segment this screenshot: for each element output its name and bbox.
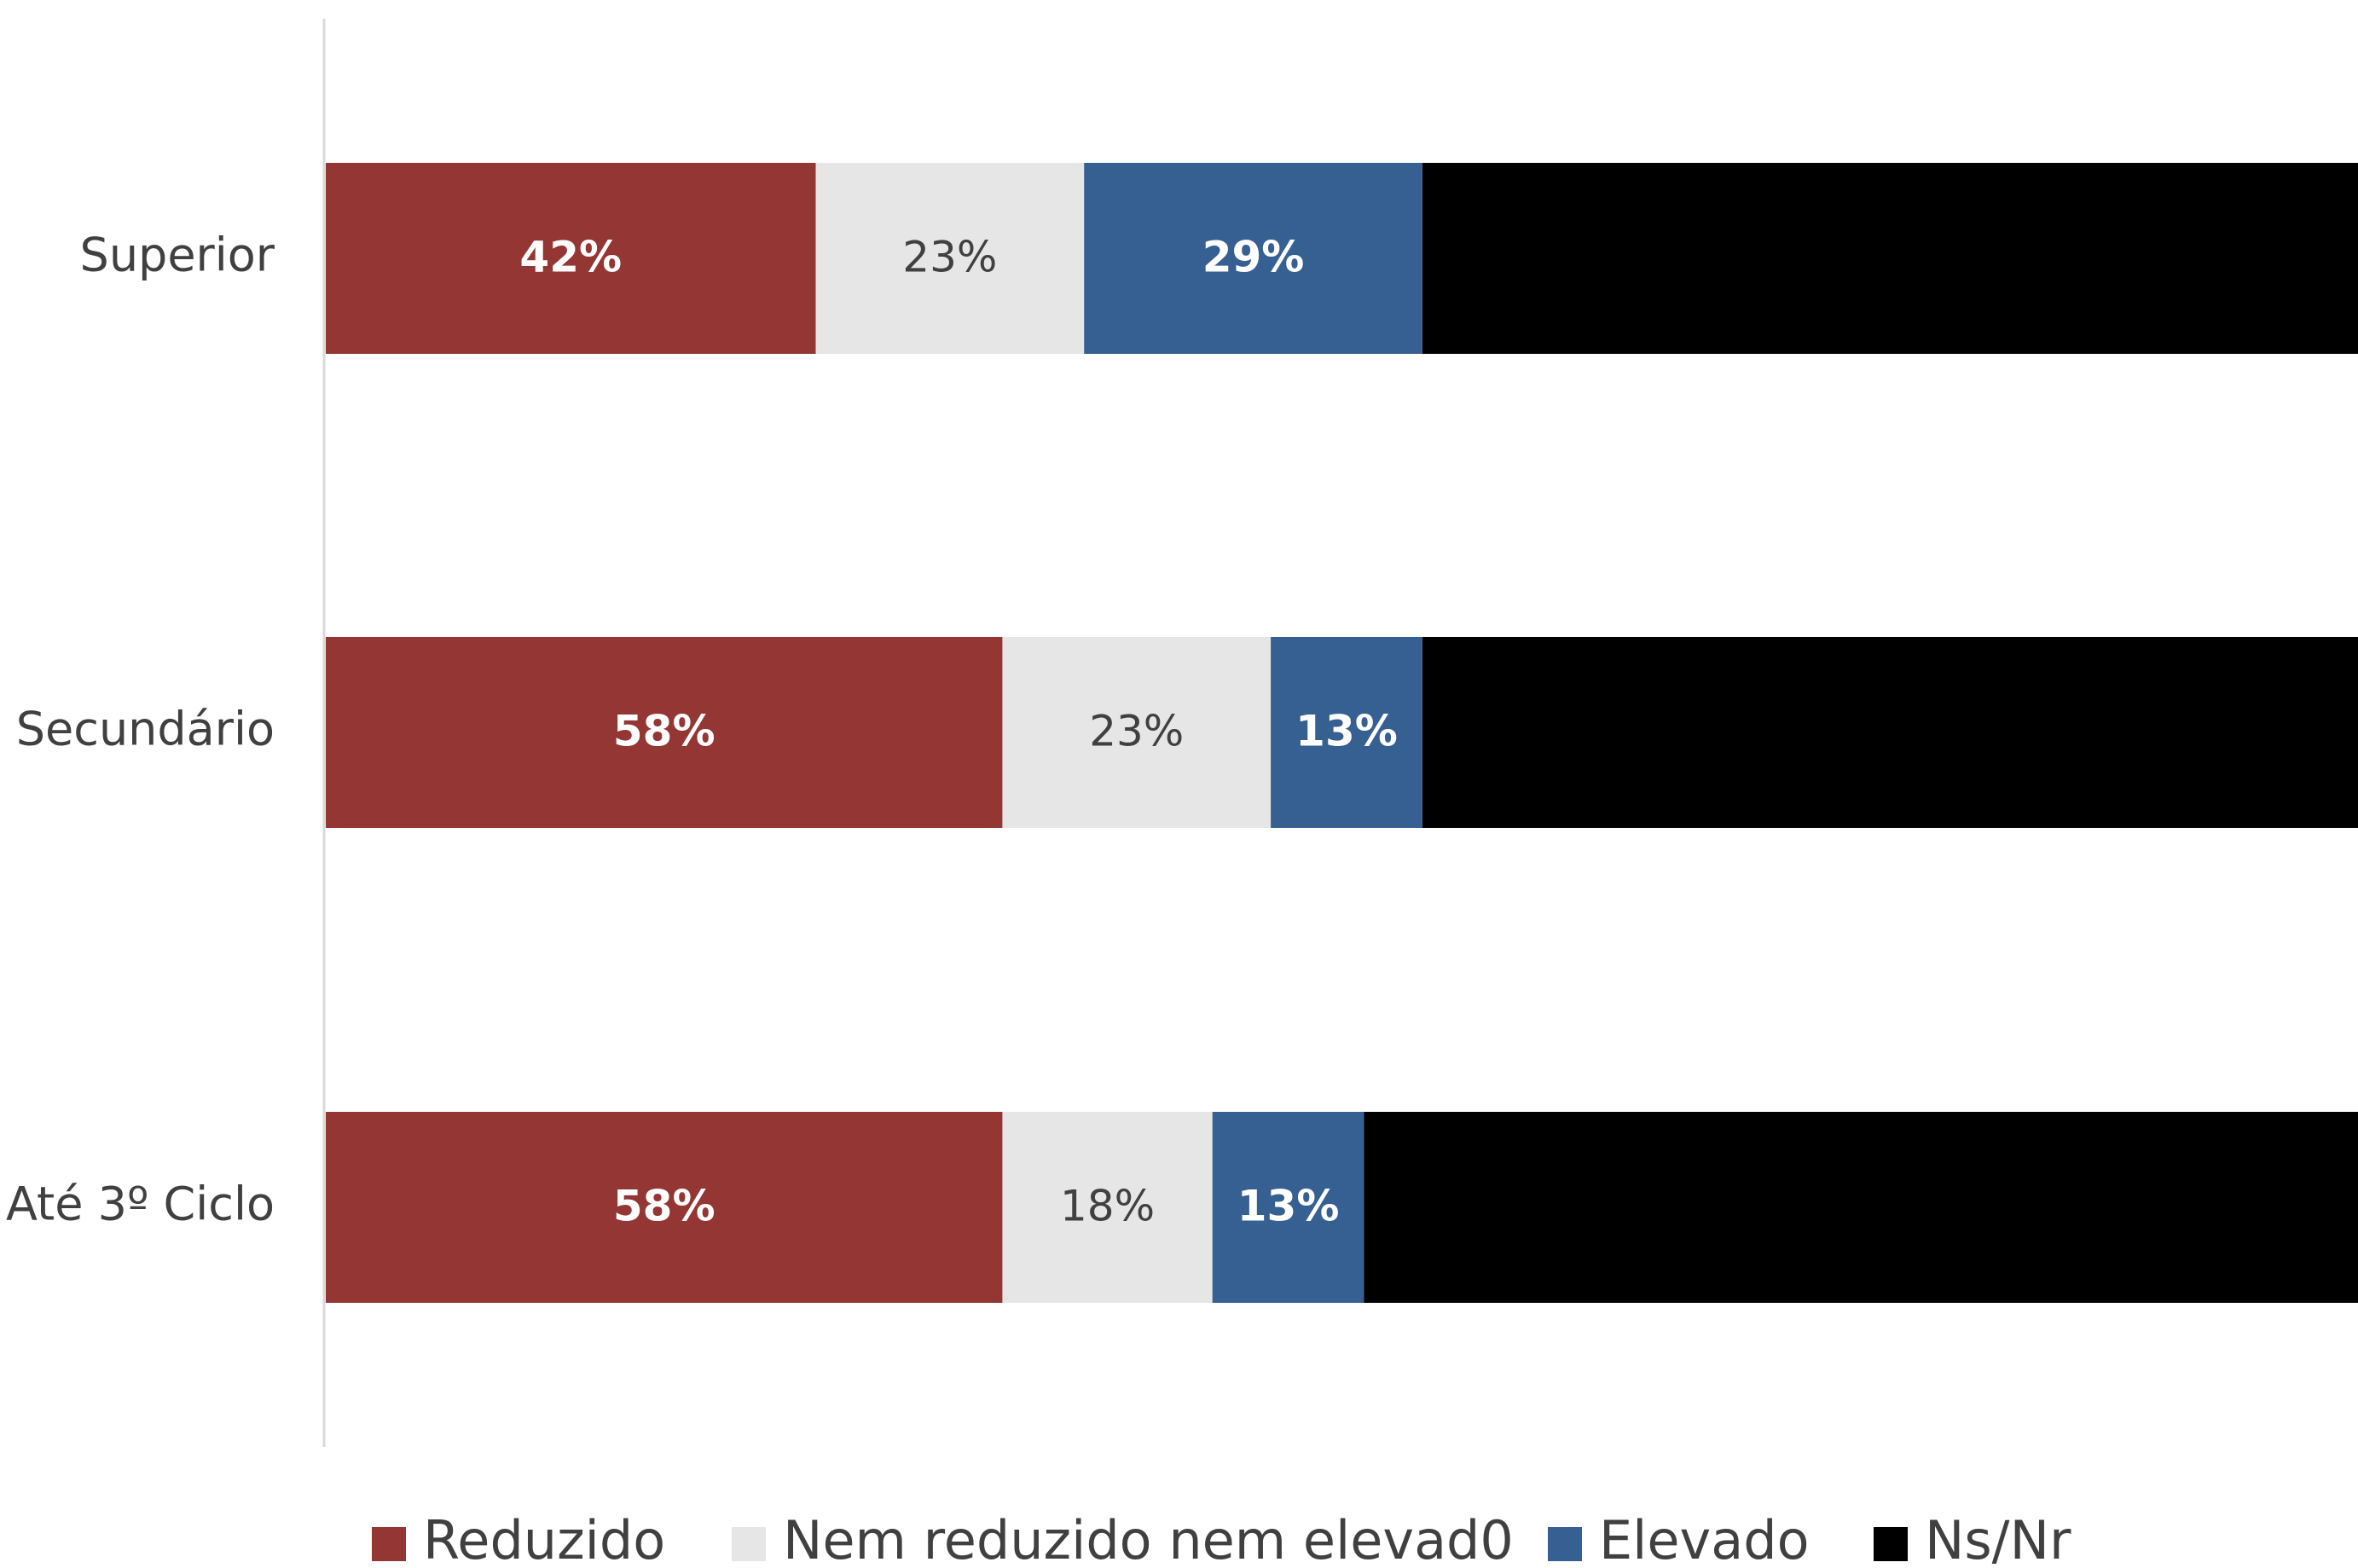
data-label-reduzido-ate-3-ciclo: 58%	[613, 1182, 716, 1231]
legend-swatch-nem-reduzido-nem-elevado	[732, 1527, 766, 1561]
bar-segments	[326, 163, 2358, 1303]
legend-label-ns-nr: Ns/Nr	[1925, 1509, 2071, 1568]
data-label-nem-reduzido-nem-elevad0-ate-3-ciclo: 18%	[1060, 1182, 1155, 1231]
bar-reduzido-ate-3-ciclo	[326, 1112, 1003, 1303]
data-label-reduzido-superior: 42%	[519, 233, 622, 282]
bar-ns-nr-ate-3-ciclo	[1364, 1112, 2358, 1303]
bar-elevado-ate-3-ciclo	[1212, 1112, 1364, 1303]
data-label-elevado-secundario: 13%	[1295, 707, 1398, 756]
bar-nem-reduzido-nem-elevad0-ate-3-ciclo	[1002, 1112, 1213, 1303]
category-axis-labels: Superior Secundário Até 3º Ciclo	[6, 229, 275, 1231]
category-label-ate-3-ciclo: Até 3º Ciclo	[6, 1177, 275, 1231]
category-label-superior: Superior	[80, 229, 275, 282]
legend-swatch-ns-nr	[1874, 1527, 1908, 1561]
data-label-elevado-ate-3-ciclo: 13%	[1237, 1182, 1340, 1231]
data-label-reduzido-secundario: 58%	[613, 707, 716, 756]
legend-label-elevado: Elevado	[1599, 1509, 1810, 1568]
legend-swatch-reduzido	[372, 1527, 406, 1561]
data-labels: 42% 23% 29% 58% 23% 13% 58% 18% 13%	[519, 233, 1397, 1231]
bar-nem-reduzido-nem-elevad0-secundario	[1002, 637, 1272, 828]
legend-label-reduzido: Reduzido	[423, 1509, 665, 1568]
bar-reduzido-superior	[326, 163, 816, 354]
bar-elevado-secundario	[1271, 637, 1422, 828]
bar-reduzido-secundario	[326, 637, 1003, 828]
legend: Reduzido Nem reduzido nem elevad0 Elevad…	[372, 1509, 2071, 1568]
category-label-secundario: Secundário	[16, 703, 275, 756]
data-label-nem-reduzido-nem-elevad0-superior: 23%	[902, 233, 997, 282]
bar-ns-nr-secundario	[1422, 637, 2358, 828]
bar-elevado-superior	[1084, 163, 1422, 354]
legend-swatch-elevado	[1548, 1527, 1582, 1561]
data-label-elevado-superior: 29%	[1202, 233, 1305, 282]
data-label-nem-reduzido-nem-elevad0-secundario: 23%	[1089, 707, 1184, 756]
legend-label-nem-reduzido-nem-elevado: Nem reduzido nem elevad0	[783, 1509, 1514, 1568]
bar-ns-nr-superior	[1422, 163, 2358, 354]
bar-nem-reduzido-nem-elevad0-superior	[815, 163, 1085, 354]
